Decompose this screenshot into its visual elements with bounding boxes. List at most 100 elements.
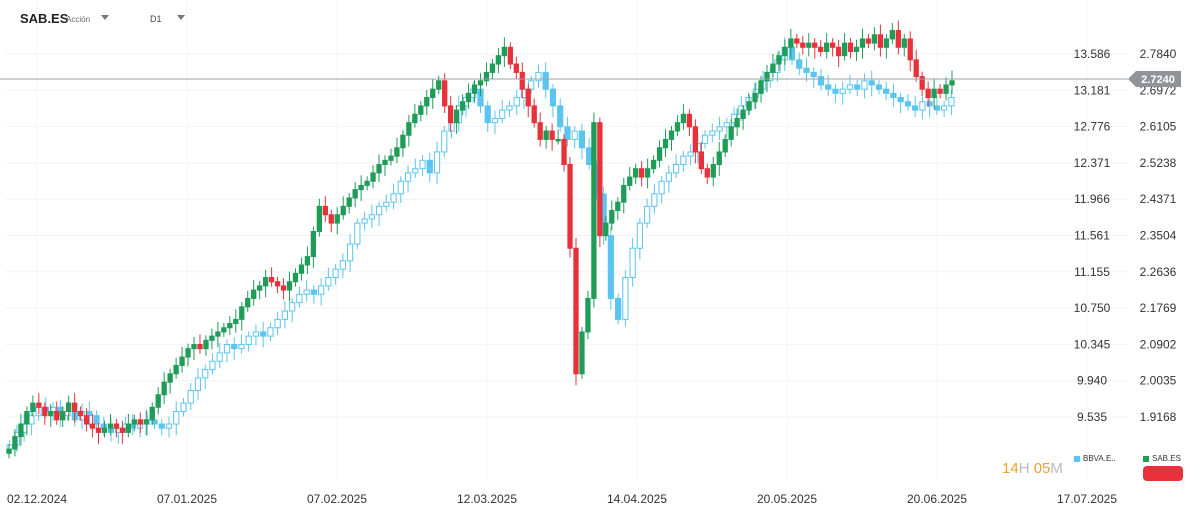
bbva-candle	[274, 311, 281, 335]
timeframe-dropdown-icon[interactable]	[177, 15, 185, 20]
bbva-candle	[180, 398, 187, 417]
sab-candle	[197, 334, 203, 354]
sab-candle-body	[328, 214, 334, 224]
symbol-label[interactable]: SAB.ES	[20, 11, 69, 26]
sab-candle	[549, 123, 555, 151]
sab-candle-body	[262, 277, 269, 287]
sab-candle-body	[549, 130, 555, 140]
bbva-candle-body	[825, 84, 832, 90]
bbva-candle	[535, 64, 542, 88]
sab-candle	[764, 64, 770, 93]
bbva-candle-body	[361, 218, 368, 224]
sab-candle-body	[704, 168, 710, 178]
sab-candle-body	[865, 38, 872, 44]
sab-candle-body	[179, 356, 185, 366]
bbva-candle	[303, 280, 310, 302]
bbva-candle-body	[846, 84, 854, 90]
y-left-tick-label: 9.940	[1077, 374, 1107, 388]
sab-candle-body	[949, 80, 955, 86]
sab-candle	[221, 322, 227, 337]
sab-candle-body	[388, 155, 394, 161]
bbva-candle	[796, 52, 803, 76]
current-price-tag: 2.7240	[1128, 71, 1181, 87]
sab-candle-body	[943, 84, 949, 94]
sab-candle	[740, 105, 746, 130]
sab-candle	[179, 347, 185, 373]
sab-candle	[913, 49, 919, 82]
sab-candle-body	[591, 122, 597, 299]
sab-candle-body	[346, 197, 352, 207]
sab-candle-body	[424, 97, 430, 107]
bbva-candle-body	[216, 352, 223, 362]
sab-candle	[841, 33, 848, 61]
sab-candle	[829, 38, 836, 57]
sab-candle-body	[847, 42, 854, 52]
y-right-tick-label: 2.6105	[1140, 120, 1177, 134]
bbva-candle-body	[325, 277, 332, 287]
sab-candle-body	[36, 402, 42, 408]
bbva-candle-body	[260, 331, 267, 337]
sab-candle	[400, 130, 406, 157]
bbva-candle	[665, 165, 672, 193]
sab-candle	[12, 429, 18, 457]
bbva-candle-body	[564, 126, 571, 140]
sab-candle-body	[155, 394, 161, 408]
y-left-tick-label: 10.345	[1074, 337, 1111, 351]
bbva-candle-body	[528, 80, 535, 90]
sab-candle	[650, 155, 657, 174]
bbva-candle-body	[419, 159, 426, 170]
sab-candle	[907, 31, 913, 72]
sab-candle-body	[794, 38, 800, 44]
symbol-dropdown-icon[interactable]	[101, 15, 109, 20]
sab-candle-body	[561, 138, 567, 166]
sab-series	[6, 20, 955, 459]
sab-candle	[555, 129, 561, 145]
sab-candle-body	[758, 80, 764, 94]
sab-candle-body	[376, 164, 382, 174]
bbva-candle	[890, 83, 897, 107]
sab-candle-body	[543, 130, 549, 140]
sab-candle	[734, 108, 740, 137]
sab-candle-body	[633, 168, 639, 178]
sab-candle	[847, 38, 854, 59]
sab-candle	[770, 54, 776, 78]
sab-candle	[459, 94, 466, 116]
bbva-candle-body	[636, 222, 643, 249]
bbva-candle	[716, 116, 723, 141]
sab-candle-body	[54, 410, 60, 421]
sab-candle-body	[501, 46, 508, 57]
sab-candle-body	[292, 272, 299, 283]
bbva-candle-body	[231, 344, 238, 350]
sab-candle	[668, 125, 675, 151]
bbva-candle-body	[607, 235, 615, 299]
sab-candle-body	[812, 42, 818, 48]
sab-candle	[262, 269, 269, 298]
bbva-candle	[557, 98, 564, 132]
legend-item-sab[interactable]: SAB.ES	[1143, 454, 1181, 463]
sab-candle	[316, 198, 322, 237]
bbva-candle-body	[709, 130, 716, 136]
bbva-candle	[680, 151, 687, 172]
sab-candle-body	[639, 168, 645, 178]
bbva-candle-body	[672, 164, 680, 174]
sab-candle-body	[895, 30, 901, 48]
sab-candle-body	[245, 297, 251, 308]
bbva-candle-body	[644, 205, 651, 224]
sab-candle-body	[567, 164, 573, 249]
sab-candle-body	[877, 34, 884, 48]
bbva-candle	[549, 84, 557, 118]
bbva-candle	[346, 233, 354, 273]
sab-candle-body	[233, 318, 239, 325]
timeframe-label[interactable]: D1	[150, 14, 162, 24]
sab-candle	[406, 115, 412, 147]
sab-candle-body	[752, 92, 758, 103]
sab-candle-body	[573, 247, 579, 375]
sab-candle	[824, 33, 830, 59]
sab-candle-body	[382, 159, 388, 166]
bbva-candle	[832, 84, 839, 103]
sab-candle-body	[871, 34, 878, 44]
legend-item-bbva[interactable]: BBVA.E..	[1074, 454, 1116, 463]
sab-candle-body	[209, 335, 215, 341]
sab-candle-body	[483, 71, 490, 82]
sab-candle	[925, 81, 931, 107]
